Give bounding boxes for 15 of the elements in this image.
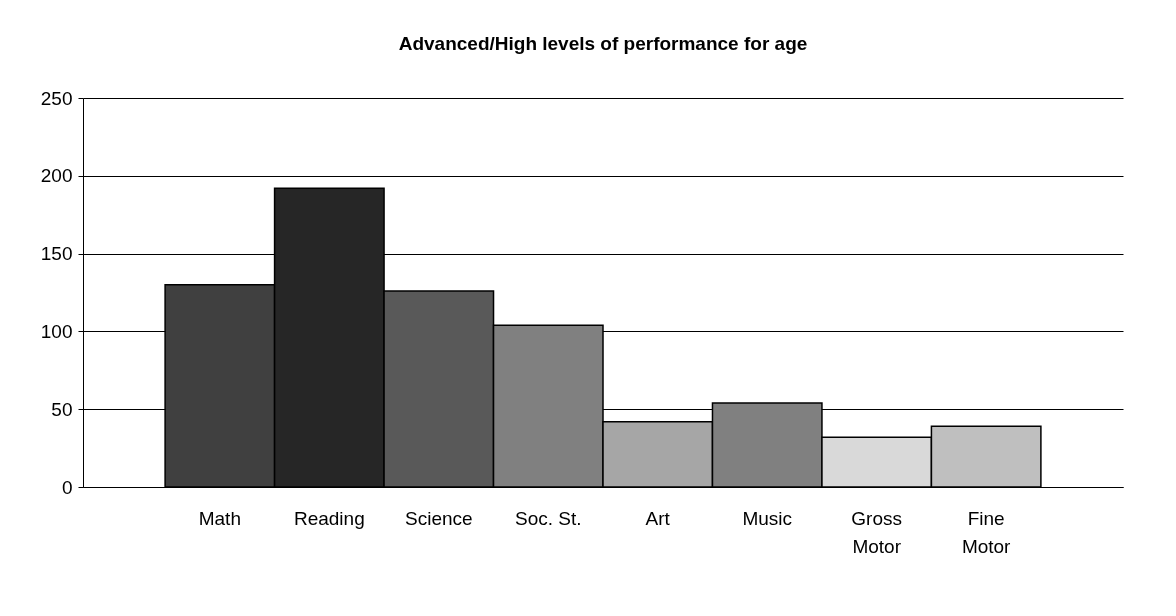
- y-tick-label: 150: [40, 243, 73, 265]
- x-tick-label: Fine Motor: [961, 507, 1012, 557]
- y-tick-label: 100: [40, 320, 73, 342]
- x-tick-label: Art: [645, 507, 671, 529]
- y-tick-label: 0: [61, 476, 73, 498]
- x-tick-label: Soc. St.: [515, 507, 582, 529]
- y-tick-label: 200: [40, 165, 73, 187]
- chart-title: Advanced/High levels of performance for age: [398, 33, 808, 54]
- y-tick-label: 250: [40, 87, 73, 109]
- y-tick-label: 50: [51, 398, 73, 420]
- x-tick-label: Science: [404, 507, 473, 529]
- x-tick-label: Reading: [293, 507, 365, 529]
- x-tick-label: Gross Motor: [851, 507, 903, 557]
- x-tick-label: Music: [742, 507, 793, 529]
- x-tick-label: Math: [198, 507, 241, 529]
